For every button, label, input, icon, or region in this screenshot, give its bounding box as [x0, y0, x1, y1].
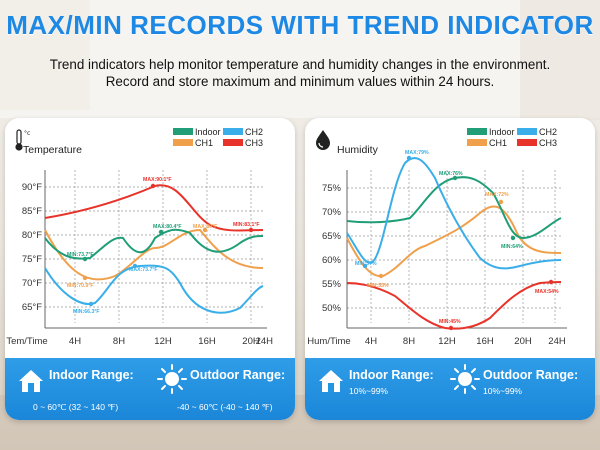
series-ch1-line	[44, 228, 264, 281]
annotation: MIN:70.9°F	[67, 283, 94, 289]
y-tick: 70%	[322, 207, 342, 218]
indoor-range-label: Indoor Range:	[349, 368, 434, 382]
outdoor-range-value: -40 ~ 60℃ (-40 ~ 140 ℉)	[177, 402, 273, 412]
legend-swatch-ch3	[223, 139, 243, 146]
y-tick: 75°F	[22, 254, 42, 265]
legend-label-ch3: CH3	[245, 138, 263, 148]
annotation: MAX:72%	[485, 192, 509, 198]
chart-title: Temperature	[23, 144, 82, 156]
annotation: MIN:73.7°F	[67, 252, 94, 258]
annotation: MIN:45%	[439, 319, 461, 325]
y-tick: 70°F	[22, 278, 42, 289]
indoor-range-value: 10%~99%	[349, 386, 388, 396]
indoor-range-label: Indoor Range:	[49, 368, 134, 382]
y-tick: 50%	[322, 303, 342, 314]
annotation: MIN:83.1°F	[233, 222, 260, 228]
y-tick: 90°F	[22, 182, 42, 193]
annotation: MAX:90.1°F	[143, 177, 172, 183]
sun-icon	[450, 364, 480, 394]
legend-swatch-ch2	[517, 128, 537, 135]
x-tick: 12H	[438, 336, 456, 347]
x-tick: 20H	[242, 336, 260, 347]
y-tick: 55%	[322, 279, 342, 290]
x-tick: 8H	[113, 336, 125, 347]
sun-icon	[157, 364, 187, 394]
outdoor-range-value: 10%~99%	[483, 386, 522, 396]
annotation: MAX:79%	[405, 150, 429, 156]
series-ch3-line	[346, 281, 562, 330]
legend-swatch-ch1	[173, 139, 193, 146]
annotation: MAX:80.4°F	[153, 224, 182, 230]
humidity-range-bar: Indoor Range: 10%~99% Outdoor Range: 10%…	[305, 358, 595, 420]
y-tick: 65%	[322, 231, 342, 242]
legend-label-ch1: CH1	[195, 138, 213, 148]
outdoor-range-label: Outdoor Range:	[483, 368, 579, 382]
legend-swatch-indoor	[467, 128, 487, 135]
series-ch2-line	[346, 157, 562, 270]
annotation: MIN:64%	[501, 244, 523, 250]
x-tick: 24H	[256, 336, 274, 347]
subtitle-line-2: Record and store maximum and minimum val…	[105, 74, 495, 89]
series-ch3-line	[44, 184, 264, 232]
legend-label-indoor: Indoor	[489, 127, 515, 137]
temperature-chart: °c Temperature Indoor CH1 CH2 CH3	[6, 127, 274, 347]
gridlines	[347, 170, 561, 323]
x-axis-title: Tem/Time	[6, 336, 47, 347]
page-title: MAX/MIN RECORDS WITH TREND INDICATOR	[6, 10, 594, 40]
subtitle-line-1: Trend indicators help monitor temperatur…	[49, 57, 551, 72]
house-icon	[19, 370, 43, 392]
legend-swatch-ch1	[467, 139, 487, 146]
house-icon	[319, 370, 343, 392]
annotation: MIN:55%	[367, 283, 389, 289]
humidity-chart: Humidity Indoor CH1 CH2 CH3 75%	[307, 127, 567, 347]
x-tick: 20H	[514, 336, 532, 347]
annotation: MAX:76%	[439, 171, 463, 177]
y-tick: 75%	[322, 183, 342, 194]
x-tick: 4H	[365, 336, 377, 347]
chart-title: Humidity	[337, 144, 379, 156]
x-tick: 4H	[69, 336, 81, 347]
x-axis-title: Hum/Time	[307, 336, 350, 347]
water-drop-icon	[316, 130, 330, 150]
legend-swatch-ch2	[223, 128, 243, 135]
legend-label-ch1: CH1	[489, 138, 507, 148]
page-subtitle: Trend indicators help monitor temperatur…	[0, 56, 600, 90]
y-tick: 60%	[322, 255, 342, 266]
x-tick: 16H	[198, 336, 216, 347]
legend-label-ch2: CH2	[245, 127, 263, 137]
annotation: MIN:57%	[355, 261, 377, 267]
y-tick: 65°F	[22, 302, 42, 313]
annotation: MIN:66.3°F	[73, 309, 100, 315]
x-tick: 8H	[403, 336, 415, 347]
x-tick: 12H	[154, 336, 172, 347]
series-indoor-line	[44, 228, 264, 260]
series-indoor-line	[346, 176, 562, 240]
legend-label-ch3: CH3	[539, 138, 557, 148]
annotation: MAX:73.7°F	[129, 267, 158, 273]
temperature-card: °c Temperature Indoor CH1 CH2 CH3	[5, 118, 295, 420]
legend-swatch-ch3	[517, 139, 537, 146]
x-tick: 16H	[476, 336, 494, 347]
x-tick: 24H	[548, 336, 566, 347]
gridlines	[45, 170, 263, 323]
temperature-range-bar: Indoor Range: 0 ~ 60℃ (32 ~ 140 ℉) Outdo…	[5, 358, 295, 420]
legend-swatch-indoor	[173, 128, 193, 135]
legend-label-ch2: CH2	[539, 127, 557, 137]
annotation: MAX:80°F	[193, 224, 217, 230]
humidity-card: Humidity Indoor CH1 CH2 CH3 75%	[305, 118, 595, 420]
outdoor-range-label: Outdoor Range:	[190, 368, 286, 382]
thermometer-icon: °c	[15, 129, 30, 151]
legend-label-indoor: Indoor	[195, 127, 221, 137]
svg-text:°c: °c	[24, 130, 30, 137]
annotation: MAX:54%	[535, 289, 559, 295]
indoor-range-value: 0 ~ 60℃ (32 ~ 140 ℉)	[33, 402, 119, 412]
y-tick: 80°F	[22, 230, 42, 241]
y-tick: 85°F	[22, 206, 42, 217]
